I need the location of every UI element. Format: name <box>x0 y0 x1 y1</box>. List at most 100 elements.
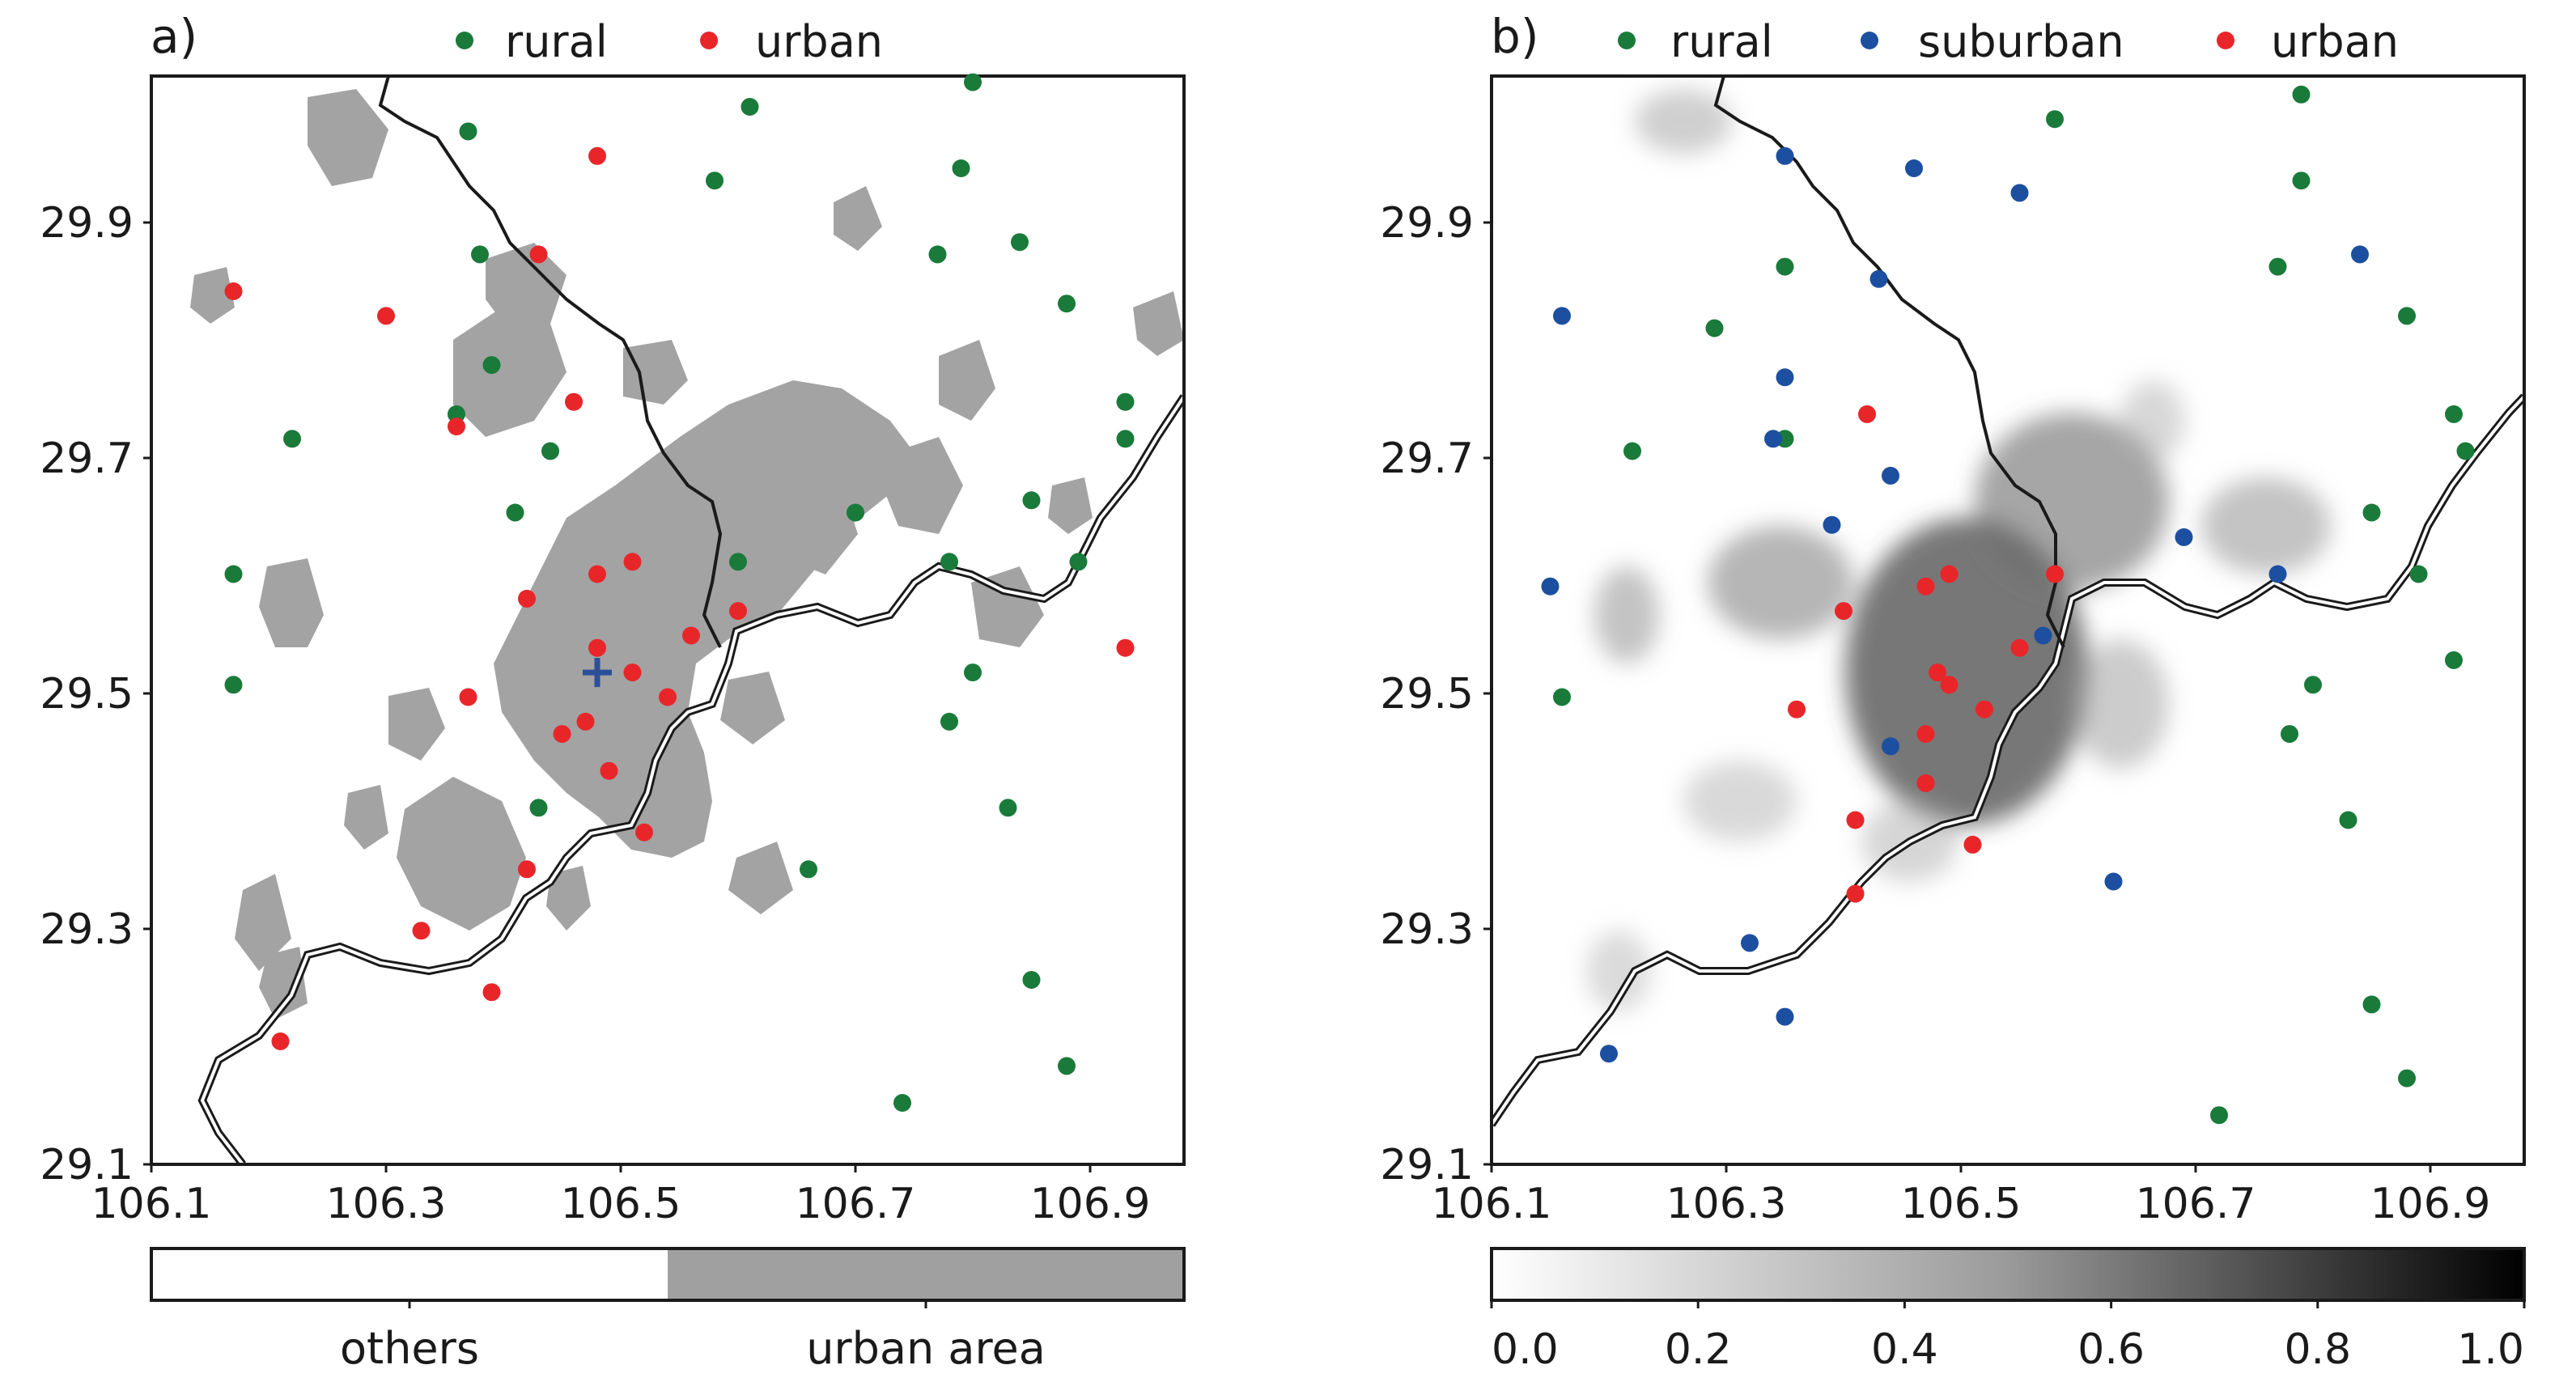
rural-station-point <box>1022 971 1041 989</box>
colorbar-tick-label: 0.4 <box>1871 1325 1938 1374</box>
rural-station-point <box>2268 257 2287 276</box>
urban-station-point <box>682 626 700 645</box>
colorbar-swatch-others <box>151 1249 668 1300</box>
rural-station-point <box>800 860 817 879</box>
legend-marker-rural <box>456 32 473 49</box>
suburban-station-point <box>1553 307 1571 325</box>
panel-b-plot-frame <box>1490 74 2526 1166</box>
suburban-station-point <box>1600 1045 1618 1063</box>
rural-station-point <box>482 356 501 375</box>
legend-label-rural: rural <box>1670 16 1773 67</box>
rural-station-point <box>964 663 982 682</box>
colorbar-tick-label: 0.6 <box>2077 1325 2145 1374</box>
urban-station-point <box>1963 835 1982 854</box>
rural-station-point <box>706 172 724 190</box>
rural-station-point <box>741 98 759 116</box>
panel-b-ytick-label: 29.1 <box>1380 1141 1474 1189</box>
urban-station-point <box>2046 565 2064 583</box>
rural-station-point <box>1705 319 1724 337</box>
legend-marker-suburban <box>1861 32 1878 49</box>
legend-label-urban: urban <box>755 16 883 67</box>
panel-b-ytick-label: 29.5 <box>1380 670 1474 719</box>
suburban-station-point <box>1541 577 1560 596</box>
urban-station-point <box>1788 700 1806 719</box>
rural-station-point <box>893 1094 911 1112</box>
panel-a-y-axis: 29.1 29.3 29.5 29.7 29.9 <box>40 199 151 1189</box>
panel-b-x-axis: 106.1 106.3 106.5 106.7 106.9 <box>1432 1164 2490 1228</box>
rural-station-point <box>940 553 958 571</box>
legend-marker-urban <box>2217 32 2234 49</box>
rural-station-point <box>2445 651 2463 669</box>
suburban-station-point <box>2268 565 2287 583</box>
rural-station-point <box>529 799 548 817</box>
panel-b: b) rural suburban urban <box>1380 9 2526 1374</box>
suburban-station-point <box>1869 269 1888 288</box>
rural-station-point <box>224 676 243 694</box>
panel-a-ytick-label: 29.9 <box>40 199 134 248</box>
rural-station-point <box>1776 257 1794 276</box>
panel-a-colorbar: others urban area <box>150 1247 1186 1374</box>
rural-station-point <box>2292 85 2311 104</box>
urban-station-point <box>1846 884 1865 903</box>
urban-station-point <box>1858 405 1876 423</box>
rural-station-point <box>2210 1106 2228 1125</box>
rural-station-point <box>2398 307 2416 325</box>
rural-station-point <box>2398 1069 2416 1087</box>
urban-station-point <box>659 688 677 706</box>
panel-a-urban-landcover <box>151 76 1184 1164</box>
urban-station-point <box>729 602 747 621</box>
legend-label-suburban: suburban <box>1918 16 2124 67</box>
urban-station-point <box>588 565 606 583</box>
panel-b-colorbar: 0.0 0.2 0.4 0.6 0.8 1.0 <box>1490 1247 2526 1374</box>
colorbar-tick-label: 0.8 <box>2284 1325 2351 1374</box>
panel-b-xtick-label: 106.5 <box>1901 1180 2022 1228</box>
panel-a-ytick-label: 29.7 <box>40 435 134 483</box>
panel-b-ytick-label: 29.7 <box>1380 435 1474 483</box>
rural-station-point <box>847 503 864 522</box>
urban-station-point <box>588 638 606 657</box>
panel-b-legend: rural suburban urban <box>1618 16 2399 67</box>
panel-b-label: b) <box>1491 9 1538 64</box>
legend-label-urban: urban <box>2271 16 2399 67</box>
panel-a-xtick-label: 106.7 <box>796 1180 916 1228</box>
urban-station-point <box>553 725 571 744</box>
legend-label-rural: rural <box>505 16 608 67</box>
city-center-marker <box>583 658 612 688</box>
panel-b-xtick-label: 106.7 <box>2136 1180 2256 1228</box>
panel-a-points <box>224 73 1135 1112</box>
panel-a-ytick-label: 29.3 <box>40 905 134 954</box>
urban-station-point <box>529 245 548 264</box>
rural-station-point <box>1116 430 1135 448</box>
rural-station-point <box>729 553 747 571</box>
urban-station-point <box>1940 565 1959 583</box>
rural-station-point <box>1553 688 1571 706</box>
suburban-station-point <box>1823 515 1841 534</box>
panel-a-xtick-label: 106.9 <box>1030 1180 1151 1228</box>
rural-station-point <box>2362 503 2381 522</box>
urban-station-point <box>1835 602 1852 621</box>
urban-station-point <box>224 282 243 300</box>
panel-a-xtick-label: 106.1 <box>91 1180 212 1228</box>
rural-station-point <box>928 245 947 264</box>
urban-station-point <box>1929 663 1946 682</box>
urban-station-point <box>412 922 431 940</box>
panel-a-ytick-label: 29.1 <box>40 1141 134 1189</box>
urban-station-point <box>482 983 501 1002</box>
colorbar-tick-label: 0.0 <box>1492 1325 1559 1374</box>
rural-station-point <box>964 73 982 91</box>
suburban-station-point <box>2351 245 2369 264</box>
urban-station-point <box>2010 638 2029 657</box>
rural-station-point <box>2046 110 2064 129</box>
suburban-station-point <box>1882 466 1899 485</box>
suburban-station-point <box>1882 737 1899 756</box>
panel-a: a) rural urban <box>40 9 1186 1374</box>
urban-station-point <box>600 761 618 780</box>
rural-station-point <box>1058 295 1076 313</box>
suburban-station-point <box>1764 430 1782 448</box>
panel-b-ytick-label: 29.9 <box>1380 199 1474 248</box>
rural-station-point <box>999 799 1017 817</box>
rural-station-point <box>2456 442 2475 460</box>
rural-station-point <box>2445 405 2463 423</box>
urban-station-point <box>377 307 395 325</box>
rural-station-point <box>1116 392 1135 411</box>
